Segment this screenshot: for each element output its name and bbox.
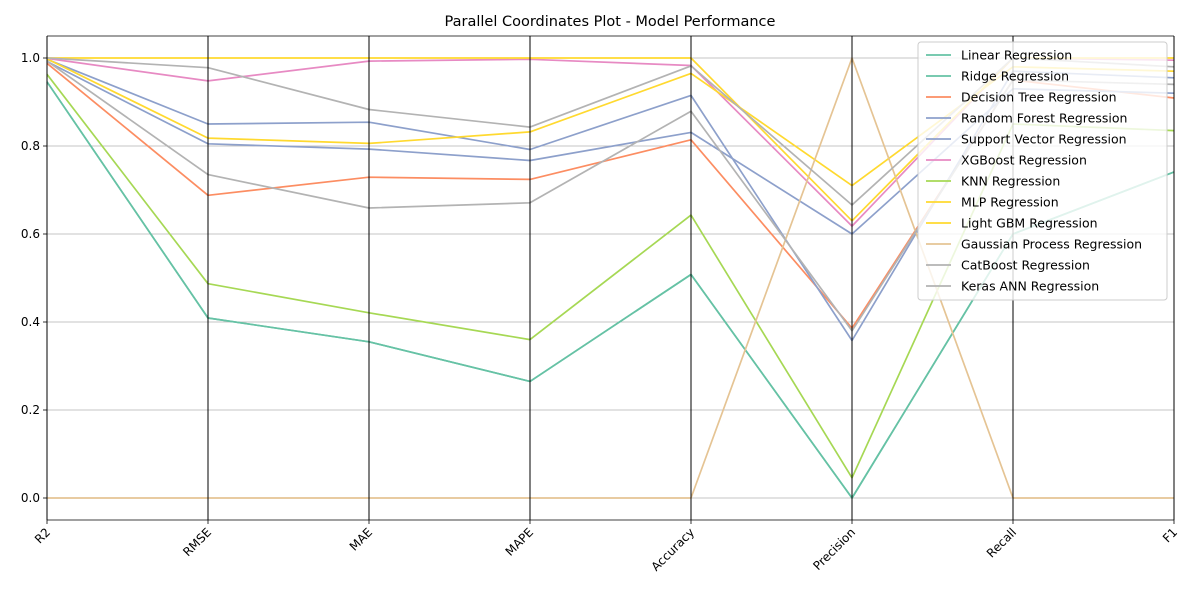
y-tick-label: 0.2 <box>21 403 40 417</box>
legend-label: Linear Regression <box>961 48 1072 63</box>
legend-label: XGBoost Regression <box>961 153 1087 168</box>
y-tick-label: 0.4 <box>21 315 40 329</box>
legend-label: Random Forest Regression <box>961 111 1127 126</box>
legend-label: Support Vector Regression <box>961 132 1127 147</box>
legend: Linear Regression Ridge Regression Decisio… <box>917 41 1168 301</box>
legend-label: CatBoost Regression <box>961 258 1090 273</box>
series-line <box>47 57 1174 499</box>
y-tick-label: 0.6 <box>21 227 40 241</box>
x-tick-label: Recall <box>984 525 1019 560</box>
x-tick-label: R2 <box>32 525 53 546</box>
y-tick-label: 0.0 <box>21 491 40 505</box>
chart-title: Parallel Coordinates Plot - Model Perfor… <box>445 14 776 30</box>
legend-box <box>917 41 1168 301</box>
legend-label: Light GBM Regression <box>961 216 1098 231</box>
y-tick-label: 1.0 <box>21 51 40 65</box>
x-tick-label: F1 <box>1160 525 1180 545</box>
x-tick-label: MAPE <box>503 525 537 559</box>
x-tick-label: Precision <box>810 525 858 573</box>
legend-label: Keras ANN Regression <box>961 279 1099 294</box>
y-tick-label: 0.8 <box>21 139 40 153</box>
x-tick-label: MAE <box>347 525 375 553</box>
legend-label: MLP Regression <box>961 195 1059 210</box>
legend-label: KNN Regression <box>961 174 1060 189</box>
legend-label: Ridge Regression <box>961 69 1069 84</box>
legend-label: Decision Tree Regression <box>961 90 1117 105</box>
x-tick-label: RMSE <box>180 525 214 559</box>
legend-label: Gaussian Process Regression <box>961 237 1142 252</box>
x-tick-label: Accuracy <box>648 525 697 574</box>
